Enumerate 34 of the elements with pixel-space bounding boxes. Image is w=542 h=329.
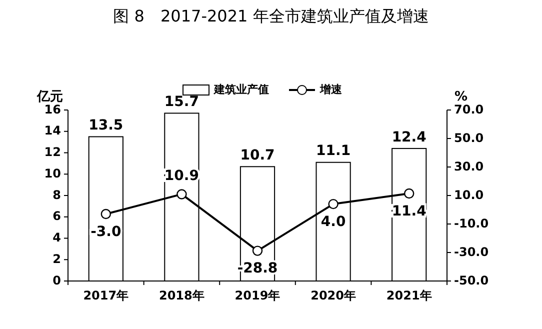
data-label: 12.4 [392, 129, 426, 146]
xtick: 2017年 [83, 288, 129, 302]
y2tick: 30.0 [454, 159, 484, 174]
data-label: 10.7 [240, 147, 275, 164]
data-label: 15.7 [164, 94, 199, 110]
xtick: 2020年 [310, 288, 356, 302]
ytick: 10 [44, 166, 61, 180]
xtick: 2019年 [234, 288, 280, 302]
ytick: 4 [52, 230, 61, 245]
y2tick: 10.0 [454, 188, 484, 202]
ytick: 0 [52, 273, 61, 288]
legend: 建筑业产值 [214, 83, 269, 96]
ytick: 6 [52, 209, 61, 224]
ytick: 12 [44, 145, 61, 160]
y2tick: -10.0 [454, 216, 489, 230]
data-label: -3.0 [90, 224, 122, 240]
ylabel: 亿元 [37, 90, 63, 105]
y2label: % [454, 90, 468, 105]
data-label: 13.5 [88, 118, 124, 134]
data-label: 10.9 [164, 168, 199, 184]
ytick: 2 [52, 252, 61, 266]
y2tick: 70.0 [454, 102, 484, 116]
ytick: 14 [44, 124, 61, 138]
y2tick: -50.0 [454, 273, 489, 288]
y2tick: 50.0 [454, 130, 484, 145]
ytick: 8 [52, 188, 61, 202]
data-label: 4.0 [320, 214, 346, 230]
xtick: 2021年 [386, 288, 432, 302]
y2tick: -30.0 [454, 244, 489, 259]
legend: 增速 [320, 83, 342, 96]
data-label: 11.1 [316, 143, 351, 160]
ytick: 16 [44, 102, 61, 116]
xtick: 2018年 [159, 288, 204, 302]
title: 图 8 2017-2021 年全市建筑业产值及增速 [113, 6, 429, 26]
